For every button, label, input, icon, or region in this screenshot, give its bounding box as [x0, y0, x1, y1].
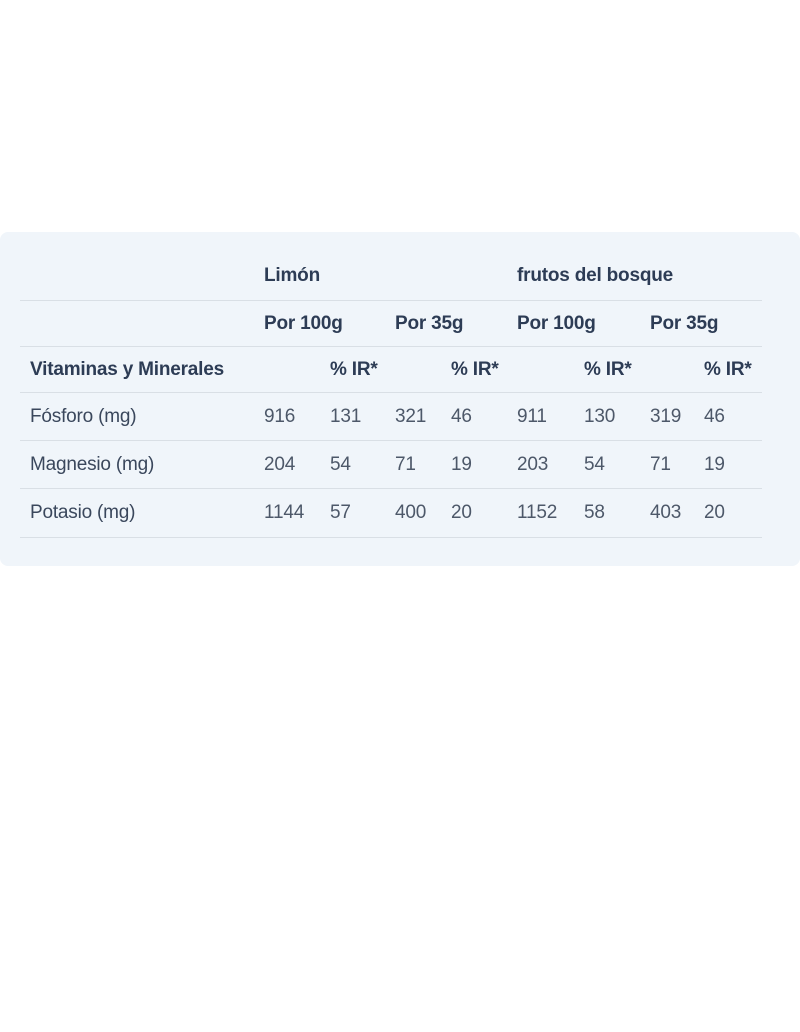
ir-header-limon-35g: % IR*: [451, 358, 499, 380]
flavor-header-row: Limón frutos del bosque: [20, 232, 762, 301]
ir-header-bosque-100g: % IR*: [584, 358, 632, 380]
nutrient-value-bosque-100g-ir: 54: [584, 453, 605, 475]
nutrient-row-fosforo: Fósforo (mg) 916 131 321 46 911 130 319 …: [20, 393, 762, 441]
nutrient-value-bosque-35g: 403: [650, 502, 682, 523]
nutrient-value-limon-100g-ir: 54: [330, 453, 351, 475]
nutrient-value-bosque-100g-ir: 58: [584, 502, 605, 523]
nutrient-value-limon-100g: 916: [264, 405, 296, 427]
nutrient-row-potasio: Potasio (mg) 1144 57 400 20 1152 58 403 …: [20, 489, 762, 538]
ir-header-row: Vitaminas y Minerales % IR* % IR* % IR* …: [20, 347, 762, 393]
nutrient-value-limon-35g: 400: [395, 502, 427, 523]
serving-header-limon-35g: Por 35g: [395, 312, 464, 334]
nutrient-value-bosque-100g: 203: [517, 453, 549, 475]
nutrient-row-magnesio: Magnesio (mg) 204 54 71 19 203 54 71 19: [20, 441, 762, 489]
nutrient-value-limon-35g-ir: 20: [451, 502, 472, 523]
serving-header-row: Por 100g Por 35g Por 100g Por 35g: [20, 301, 762, 347]
nutrient-value-limon-35g: 71: [395, 453, 416, 475]
nutrient-value-bosque-35g: 71: [650, 453, 671, 475]
nutrient-value-limon-35g-ir: 46: [451, 405, 472, 427]
nutrient-value-bosque-100g-ir: 130: [584, 405, 616, 427]
nutrient-value-limon-100g-ir: 131: [330, 405, 362, 427]
flavor-header-frutos-del-bosque: frutos del bosque: [517, 265, 673, 286]
nutrient-value-bosque-100g: 1152: [517, 502, 558, 523]
nutrient-value-limon-100g: 1144: [264, 502, 305, 523]
nutrient-value-bosque-35g-ir: 46: [704, 405, 725, 427]
serving-header-bosque-100g: Por 100g: [517, 312, 596, 334]
section-label: Vitaminas y Minerales: [30, 358, 224, 380]
nutrient-value-limon-100g: 204: [264, 453, 296, 475]
serving-header-limon-100g: Por 100g: [264, 312, 343, 334]
nutrient-value-bosque-35g: 319: [650, 405, 682, 427]
nutrient-value-bosque-35g-ir: 19: [704, 453, 725, 475]
nutrition-table-card: Limón frutos del bosque Por 100g Por 35g…: [0, 232, 800, 566]
nutrient-value-limon-35g: 321: [395, 405, 427, 427]
nutrient-label: Magnesio (mg): [30, 453, 155, 475]
ir-header-bosque-35g: % IR*: [704, 358, 752, 380]
nutrient-label: Fósforo (mg): [30, 405, 137, 427]
nutrient-value-limon-35g-ir: 19: [451, 453, 472, 475]
nutrient-value-bosque-35g-ir: 20: [704, 502, 725, 523]
nutrient-value-bosque-100g: 911: [517, 405, 547, 427]
nutrient-label: Potasio (mg): [30, 502, 136, 523]
flavor-header-limon: Limón: [264, 265, 320, 286]
serving-header-bosque-35g: Por 35g: [650, 312, 719, 334]
nutrient-value-limon-100g-ir: 57: [330, 502, 351, 523]
ir-header-limon-100g: % IR*: [330, 358, 378, 380]
